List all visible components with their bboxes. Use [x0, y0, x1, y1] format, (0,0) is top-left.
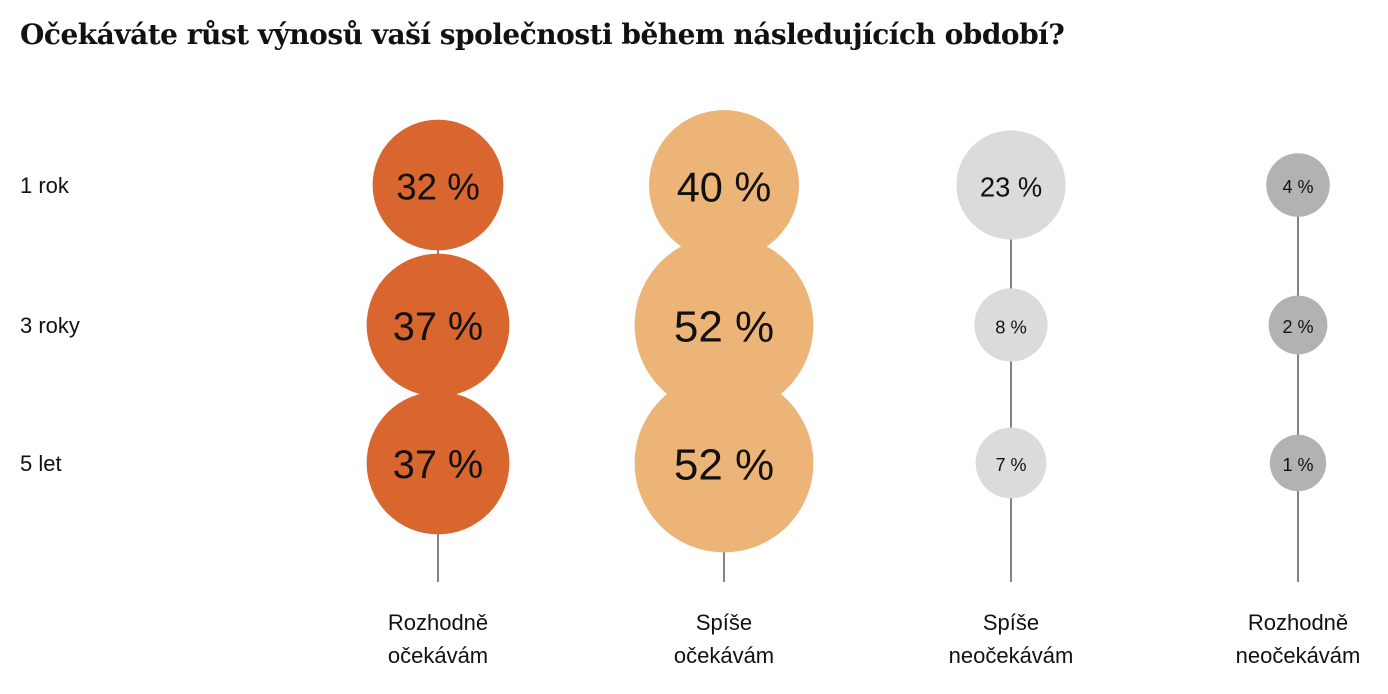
bubble-value: 23 % — [980, 172, 1042, 203]
bubble-value: 2 % — [1282, 317, 1313, 337]
bubble-value: 32 % — [396, 167, 480, 208]
column-label: Spíše — [983, 610, 1039, 635]
bubble-value: 37 % — [393, 443, 483, 487]
bubble — [649, 110, 799, 260]
row-label: 5 let — [20, 451, 62, 476]
bubble — [1266, 153, 1330, 217]
bubble-value: 52 % — [674, 303, 774, 352]
row-label: 1 rok — [20, 173, 70, 198]
bubble — [1268, 295, 1328, 355]
bubble-value: 40 % — [677, 164, 772, 211]
bubble — [366, 391, 510, 535]
row-label: 3 roky — [20, 313, 80, 338]
bubble — [372, 119, 504, 251]
bubble-value: 8 % — [995, 317, 1027, 338]
bubble-value: 7 % — [995, 455, 1026, 475]
column-label: Rozhodně — [1248, 610, 1348, 635]
bubble-value: 1 % — [1282, 455, 1313, 475]
column-label: Spíše — [696, 610, 752, 635]
bubble — [956, 130, 1066, 240]
bubble — [974, 288, 1048, 362]
chart-title: Očekáváte růst výnosů vaší společnosti b… — [20, 18, 1065, 51]
bubble — [634, 235, 814, 415]
column-label: očekávám — [388, 643, 488, 668]
bubble — [366, 253, 510, 397]
column-label: neočekávám — [949, 643, 1074, 668]
bubble — [1269, 434, 1327, 492]
column-label: neočekávám — [1236, 643, 1361, 668]
column-label: Rozhodně — [388, 610, 488, 635]
bubble — [975, 427, 1047, 499]
bubble-value: 4 % — [1282, 177, 1313, 197]
bubble-value: 37 % — [393, 305, 483, 349]
column-label: očekávám — [674, 643, 774, 668]
bubble — [634, 373, 814, 553]
bubble-value: 52 % — [674, 441, 774, 490]
